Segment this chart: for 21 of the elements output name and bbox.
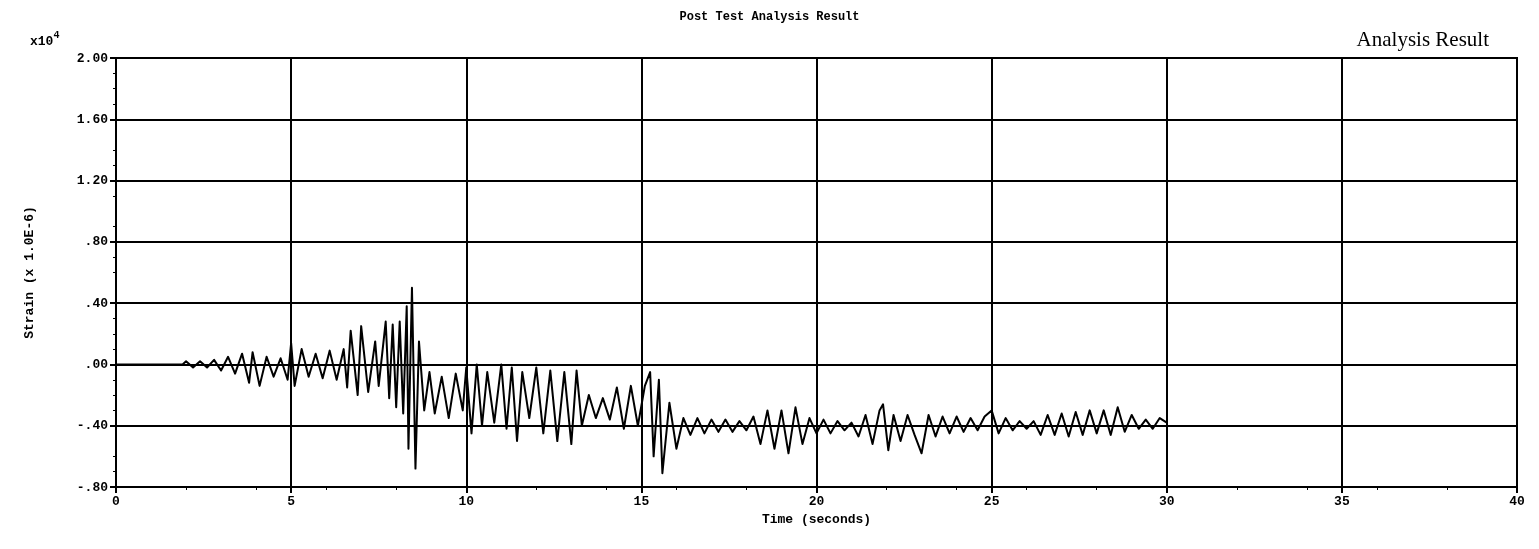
x-tick-label: 40: [1509, 494, 1525, 509]
x-tick-label: 10: [458, 494, 475, 509]
y-tick-label: .80: [84, 234, 109, 250]
x-tick-label: 25: [983, 494, 1000, 509]
y-tick-label: .00: [84, 356, 109, 372]
y-tick-label: 2.00: [76, 50, 109, 66]
x-tick-label: 0: [112, 494, 121, 509]
chart-title: Post Test Analysis Result: [679, 10, 860, 24]
y-tick-label: .40: [84, 295, 109, 311]
x-tick-label: 5: [287, 494, 296, 509]
y-tick-label: 1.20: [76, 173, 109, 189]
x-tick-label: 15: [633, 494, 650, 509]
x-axis-title: Time (seconds): [761, 511, 872, 527]
x-tick-label: 20: [808, 494, 825, 509]
y-tick-label: 1.60: [76, 111, 109, 127]
text: Analysis Result: [1356, 26, 1490, 51]
x-tick-label: 30: [1158, 494, 1175, 509]
x-tick-label: 35: [1334, 494, 1350, 509]
y-tick-label: -.80: [76, 479, 109, 495]
y-tick-label: -.40: [76, 418, 109, 434]
y-axis-title: Strain (x 1.0E-6): [22, 206, 37, 339]
